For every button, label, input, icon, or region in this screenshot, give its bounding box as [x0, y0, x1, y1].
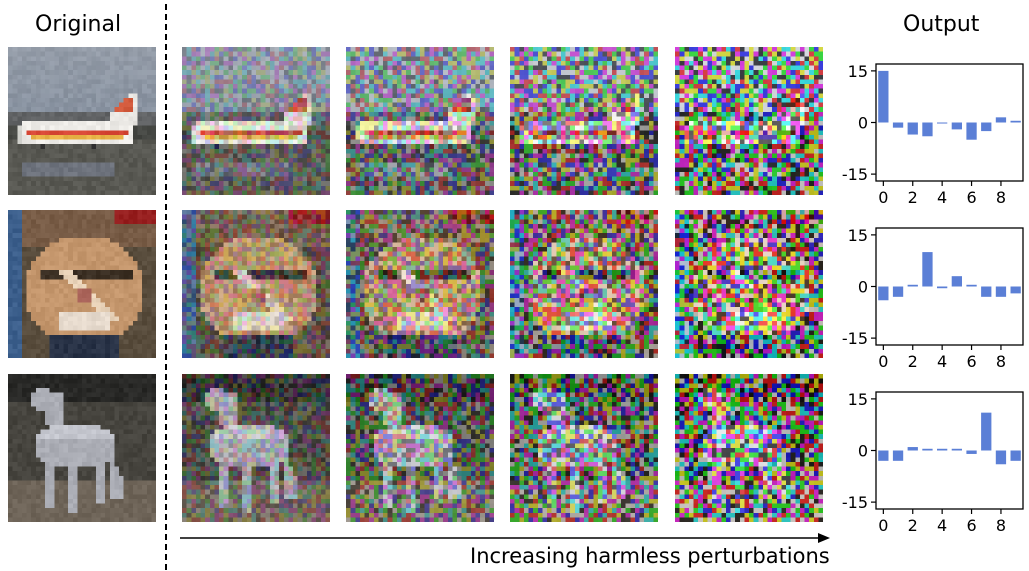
bar-5 — [951, 276, 962, 287]
dashed-divider — [165, 4, 167, 570]
x-tick-label: 4 — [937, 188, 947, 207]
x-tick-label: 2 — [908, 352, 918, 371]
bar-4 — [937, 286, 948, 289]
x-tick-label: 8 — [996, 188, 1006, 207]
bar-5 — [951, 122, 962, 130]
bar-1 — [892, 122, 904, 128]
y-tick-label: 0 — [858, 442, 868, 461]
x-tick-label: 8 — [996, 352, 1006, 371]
bar-3 — [922, 122, 933, 137]
y-tick-label: 15 — [848, 62, 868, 81]
y-tick-label: 15 — [848, 390, 868, 409]
output-column-header: Output — [903, 12, 980, 37]
perturbed-image-cat-1 — [182, 210, 330, 358]
arrow-label: Increasing harmless perturbations — [470, 544, 830, 568]
perturbed-image-cat-3 — [510, 210, 658, 358]
original-column-header: Original — [35, 12, 122, 37]
bar-2 — [907, 122, 918, 135]
bar-9 — [1010, 120, 1021, 123]
bar-6 — [966, 450, 977, 454]
x-tick-label: 6 — [966, 516, 976, 535]
original-image-cat — [8, 210, 156, 358]
y-tick-label: -15 — [842, 165, 868, 184]
x-tick-label: 0 — [878, 188, 888, 207]
bar-4 — [937, 122, 948, 124]
bar-0 — [878, 70, 889, 123]
perturbed-image-airplane-2 — [346, 47, 494, 195]
output-bar-chart-1: 15 0 -15 0 2 4 6 8 — [838, 58, 1028, 222]
output-bar-chart-2: 15 0 -15 0 2 4 6 8 — [838, 222, 1028, 386]
bar-6 — [966, 122, 977, 140]
perturbed-image-airplane-3 — [510, 47, 658, 195]
perturbed-image-horse-2 — [346, 374, 494, 522]
bar-8 — [995, 450, 1007, 465]
bar-2 — [907, 284, 918, 287]
bar-7 — [981, 122, 992, 132]
bar-2 — [907, 447, 918, 451]
y-tick-label: -15 — [842, 329, 868, 348]
perturbed-image-airplane-4 — [675, 47, 823, 195]
x-tick-label: 0 — [878, 352, 888, 371]
perturbed-image-horse-4 — [675, 374, 823, 522]
perturbed-image-cat-2 — [346, 210, 494, 358]
x-tick-label: 4 — [937, 352, 947, 371]
x-tick-label: 2 — [908, 188, 918, 207]
perturbed-image-airplane-1 — [182, 47, 330, 195]
perturbed-image-horse-3 — [510, 374, 658, 522]
bar-5 — [951, 448, 962, 451]
x-tick-label: 4 — [937, 516, 947, 535]
perturbed-image-horse-1 — [182, 374, 330, 522]
bar-0 — [878, 450, 889, 461]
bar-7 — [981, 286, 992, 297]
original-image-airplane — [8, 47, 156, 195]
output-bar-chart-3: 15 0 -15 0 2 4 6 8 — [838, 386, 1028, 550]
bar-3 — [922, 448, 933, 451]
bar-9 — [1010, 286, 1021, 294]
bar-0 — [878, 286, 889, 301]
bar-8 — [995, 286, 1007, 297]
y-tick-label: 0 — [858, 278, 868, 297]
original-image-horse — [8, 374, 156, 522]
perturbed-image-cat-4 — [675, 210, 823, 358]
bar-1 — [892, 286, 904, 297]
x-tick-label: 2 — [908, 516, 918, 535]
bar-1 — [892, 450, 904, 461]
y-tick-label: -15 — [842, 493, 868, 512]
x-tick-label: 0 — [878, 516, 888, 535]
y-tick-label: 15 — [848, 226, 868, 245]
bar-3 — [922, 252, 933, 287]
bar-6 — [966, 284, 977, 287]
bar-8 — [995, 117, 1007, 123]
x-tick-label: 6 — [966, 352, 976, 371]
x-tick-label: 8 — [996, 516, 1006, 535]
bar-9 — [1010, 450, 1021, 461]
bar-7 — [981, 412, 992, 451]
bar-4 — [937, 448, 948, 451]
perturbation-arrow — [180, 530, 830, 546]
x-tick-label: 6 — [966, 188, 976, 207]
y-tick-label: 0 — [858, 114, 868, 133]
